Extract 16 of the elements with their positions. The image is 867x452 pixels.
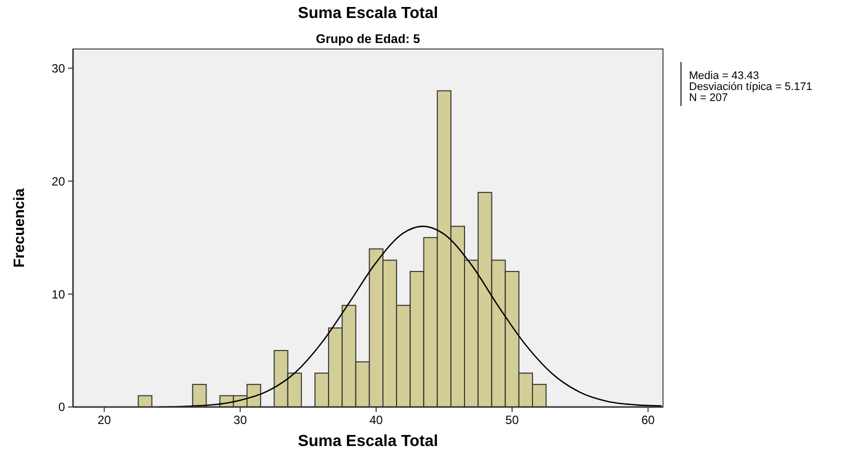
y-tick-label: 20 (52, 174, 66, 188)
x-tick-label: 30 (234, 413, 248, 427)
text: Desviación típica = 5.171 (689, 81, 812, 93)
x-tick-label: 20 (98, 413, 112, 427)
y-tick-label: 0 (58, 400, 66, 414)
x-tick-label: 60 (641, 413, 656, 427)
text: Media = 43.43 (689, 70, 760, 82)
y-tick-label: 30 (52, 61, 66, 76)
x-tick-label: 40 (369, 413, 384, 427)
x-axis-title: Suma Escala Total (298, 433, 438, 450)
y-tick-label: 10 (52, 287, 66, 302)
x-tick-label: 50 (505, 413, 520, 427)
text: N = 207 (689, 92, 728, 104)
chart-subtitle: Grupo de Edad: 5 (316, 32, 420, 46)
chart-title: Suma Escala Total (298, 5, 438, 22)
y-axis-title: Frecuencia (11, 188, 28, 268)
